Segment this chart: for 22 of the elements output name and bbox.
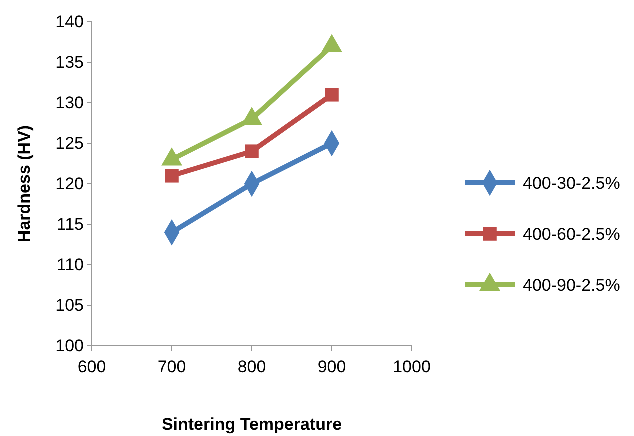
point [245, 144, 259, 158]
y-tick-label: 110 [56, 255, 84, 274]
x-tick-label: 1000 [393, 358, 431, 377]
point [322, 34, 342, 52]
legend-label: 400-90-2.5% [523, 276, 620, 295]
y-tick-label: 100 [56, 336, 84, 356]
legend-label: 400-30-2.5% [523, 174, 620, 193]
y-tick-label: 135 [56, 52, 84, 72]
y-axis-title: Hardness (HV) [15, 125, 34, 243]
y-tick-label: 115 [56, 214, 84, 234]
y-tick-label: 120 [56, 174, 84, 194]
point [165, 169, 179, 183]
x-tick-label: 800 [238, 358, 266, 377]
y-tick-label: 130 [56, 93, 84, 112]
y-tick-label: 105 [56, 296, 84, 315]
x-tick-label: 900 [318, 358, 346, 377]
y-tick-label: 125 [56, 134, 84, 153]
x-axis-title: Sintering Temperature [162, 415, 342, 434]
y-tick-label: 140 [56, 12, 84, 32]
x-tick-label: 600 [78, 358, 106, 377]
legend-label: 400-60-2.5% [523, 225, 620, 244]
x-tick-label: 700 [158, 358, 186, 377]
